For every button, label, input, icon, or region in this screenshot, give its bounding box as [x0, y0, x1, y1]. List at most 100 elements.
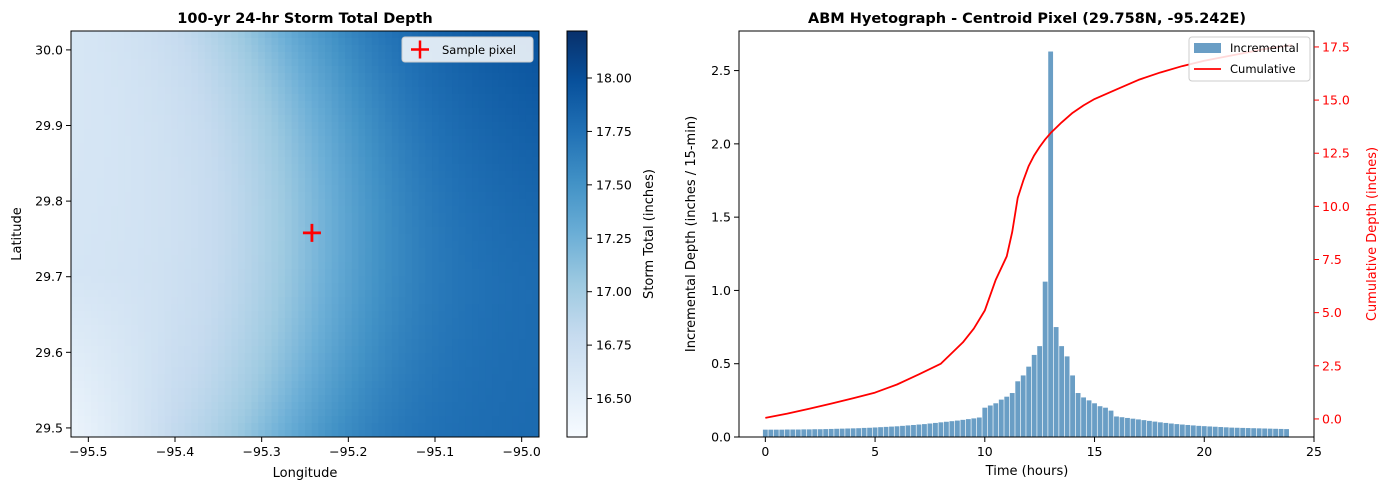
heatmap-cell	[77, 248, 85, 256]
heatmap-cell	[512, 311, 520, 319]
heatmap-cell	[97, 346, 106, 354]
heatmap-cell	[425, 234, 433, 242]
heatmap-cell	[338, 346, 346, 354]
heatmap-cell	[525, 395, 533, 403]
heatmap-cell	[458, 381, 467, 389]
heatmap-cell	[391, 199, 400, 207]
heatmap-cell	[137, 367, 146, 375]
heatmap-cell	[345, 395, 353, 403]
heatmap-cell	[251, 199, 259, 207]
heatmap-cell	[512, 430, 520, 437]
incremental-bar	[1223, 427, 1229, 437]
heatmap-cell	[157, 227, 166, 235]
heatmap-cell	[492, 59, 500, 67]
heatmap-cell	[472, 269, 480, 277]
heatmap-cell	[278, 45, 286, 53]
heatmap-cell	[418, 129, 426, 137]
heatmap-cell	[171, 367, 179, 375]
heatmap-cell	[244, 101, 253, 109]
heatmap-cell	[198, 227, 206, 235]
heatmap-cell	[425, 80, 433, 88]
heatmap-cell	[391, 136, 400, 144]
heatmap-cell	[432, 220, 440, 228]
heatmap-cell	[204, 150, 212, 158]
heatmap-cell	[452, 157, 460, 165]
heatmap-cell	[418, 430, 426, 437]
heatmap-cell	[465, 367, 473, 375]
heatmap-cell	[91, 409, 99, 417]
heatmap-cell	[532, 164, 539, 172]
heatmap-cell	[271, 353, 279, 361]
heatmap-cell	[452, 318, 460, 326]
heatmap-cell	[358, 122, 366, 130]
heatmap-cell	[472, 346, 480, 354]
heatmap-cell	[144, 199, 152, 207]
incremental-bar	[790, 429, 796, 437]
heatmap-cell	[385, 129, 393, 137]
heatmap-cell	[398, 185, 406, 193]
heatmap-cell	[184, 52, 192, 60]
heatmap-cell	[438, 374, 446, 382]
heatmap-cell	[512, 227, 520, 235]
heatmap-cell	[137, 94, 146, 102]
heatmap-cell	[231, 374, 239, 382]
heatmap-cell	[224, 164, 233, 172]
heatmap-cell	[164, 45, 172, 53]
incremental-bar	[1262, 428, 1268, 437]
heatmap-cell	[111, 45, 119, 53]
heatmap-cell	[485, 199, 493, 207]
heatmap-cell	[231, 241, 239, 249]
heatmap-cell	[532, 66, 539, 74]
heatmap-cell	[391, 150, 400, 158]
heatmap-cell	[104, 178, 112, 186]
heatmap-cell	[204, 297, 212, 305]
heatmap-cell	[331, 171, 340, 179]
heatmap-cell	[351, 304, 360, 312]
heatmap-cell	[224, 115, 233, 123]
heatmap-cell	[305, 157, 313, 165]
heatmap-cell	[505, 325, 513, 333]
heatmap-cell	[291, 122, 299, 130]
heatmap-cell	[425, 332, 433, 340]
heatmap-cell	[137, 297, 146, 305]
heatmap-cell	[378, 374, 386, 382]
heatmap-cell	[425, 213, 433, 221]
heatmap-cell	[291, 38, 299, 46]
heatmap-cell	[224, 430, 233, 437]
heatmap-cell	[91, 143, 99, 151]
heatmap-cell	[472, 332, 480, 340]
heatmap-cell	[251, 255, 259, 263]
heatmap-cell	[371, 318, 380, 326]
heatmap-cell	[378, 388, 386, 396]
heatmap-cell	[311, 178, 319, 186]
heatmap-cell	[291, 129, 299, 137]
heatmap-cell	[425, 409, 433, 417]
heatmap-cell	[525, 122, 533, 130]
heatmap-cell	[418, 80, 426, 88]
heatmap-cell	[398, 87, 406, 95]
heatmap-cell	[458, 80, 467, 88]
heatmap-cell	[365, 87, 373, 95]
heatmap-cell	[91, 199, 99, 207]
heatmap-cell	[258, 171, 266, 179]
heatmap-cell	[191, 129, 199, 137]
heatmap-cell	[512, 276, 520, 284]
heatmap-cell	[351, 311, 360, 319]
heatmap-cell	[157, 395, 166, 403]
heatmap-cell	[278, 192, 286, 200]
heatmap-cell	[391, 213, 400, 221]
heatmap-cell	[505, 395, 513, 403]
heatmap-cell	[71, 220, 79, 228]
heatmap-cell	[351, 332, 360, 340]
heatmap-cell	[505, 255, 513, 263]
heatmap-cell	[351, 234, 360, 242]
heatmap-cell	[492, 262, 500, 270]
heatmap-cell	[485, 66, 493, 74]
heatmap-cell	[458, 164, 467, 172]
heatmap-cell	[157, 122, 166, 130]
heatmap-cell	[264, 80, 273, 88]
heatmap-cell	[184, 367, 192, 375]
heatmap-cell	[218, 304, 226, 312]
heatmap-cell	[218, 157, 226, 165]
heatmap-cell	[391, 262, 400, 270]
